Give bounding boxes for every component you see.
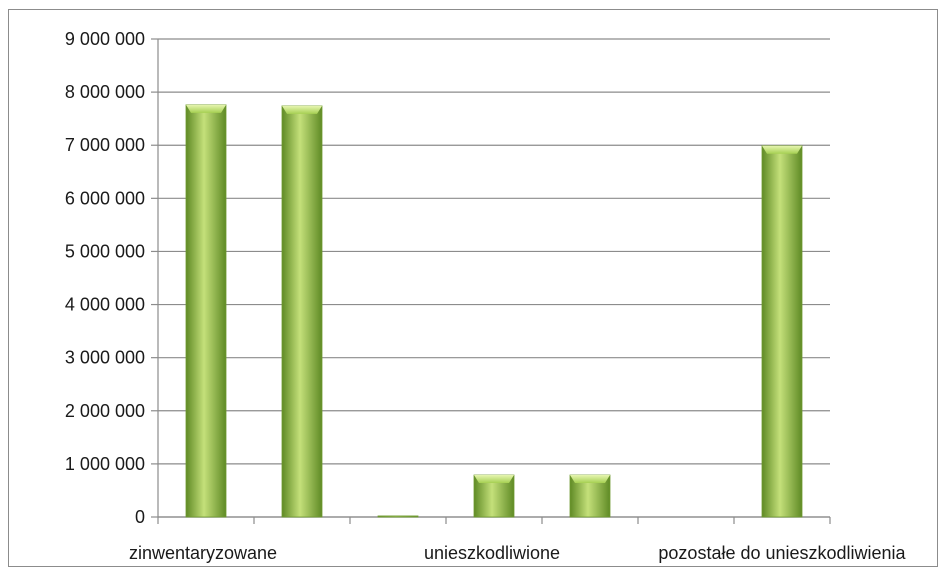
y-tick-label: 7 000 000 bbox=[65, 135, 145, 155]
x-category-label: zinwentaryzowane bbox=[129, 543, 277, 563]
y-tick-label: 5 000 000 bbox=[65, 241, 145, 261]
bar bbox=[281, 105, 323, 518]
bar bbox=[569, 474, 611, 518]
x-category-label: pozostałe do unieszkodliwienia bbox=[658, 543, 906, 563]
y-tick-label: 4 000 000 bbox=[65, 295, 145, 315]
gridlines bbox=[158, 38, 830, 518]
y-tick-label: 1 000 000 bbox=[65, 454, 145, 474]
bars bbox=[185, 104, 803, 518]
y-tick-label: 6 000 000 bbox=[65, 188, 145, 208]
y-tick-label: 0 bbox=[135, 507, 145, 527]
y-tick-label: 2 000 000 bbox=[65, 401, 145, 421]
axis-labels: 0 1 000 000 2 000 000 3 000 000 4 000 000 5 0… bbox=[65, 29, 907, 563]
bar bbox=[761, 145, 803, 518]
axes bbox=[151, 38, 831, 524]
y-tick-label: 3 000 000 bbox=[65, 348, 145, 368]
bar-chart: 0 1 000 000 2 000 000 3 000 000 4 000 000 5 0… bbox=[65, 29, 907, 563]
bar bbox=[473, 474, 515, 518]
x-category-label: unieszkodliwione bbox=[424, 543, 560, 563]
y-tick-label: 8 000 000 bbox=[65, 82, 145, 102]
bar bbox=[185, 104, 227, 518]
chart-frame: 0 1 000 000 2 000 000 3 000 000 4 000 000 5 0… bbox=[8, 9, 938, 567]
y-tick-label: 9 000 000 bbox=[65, 29, 145, 49]
bar bbox=[377, 515, 419, 518]
